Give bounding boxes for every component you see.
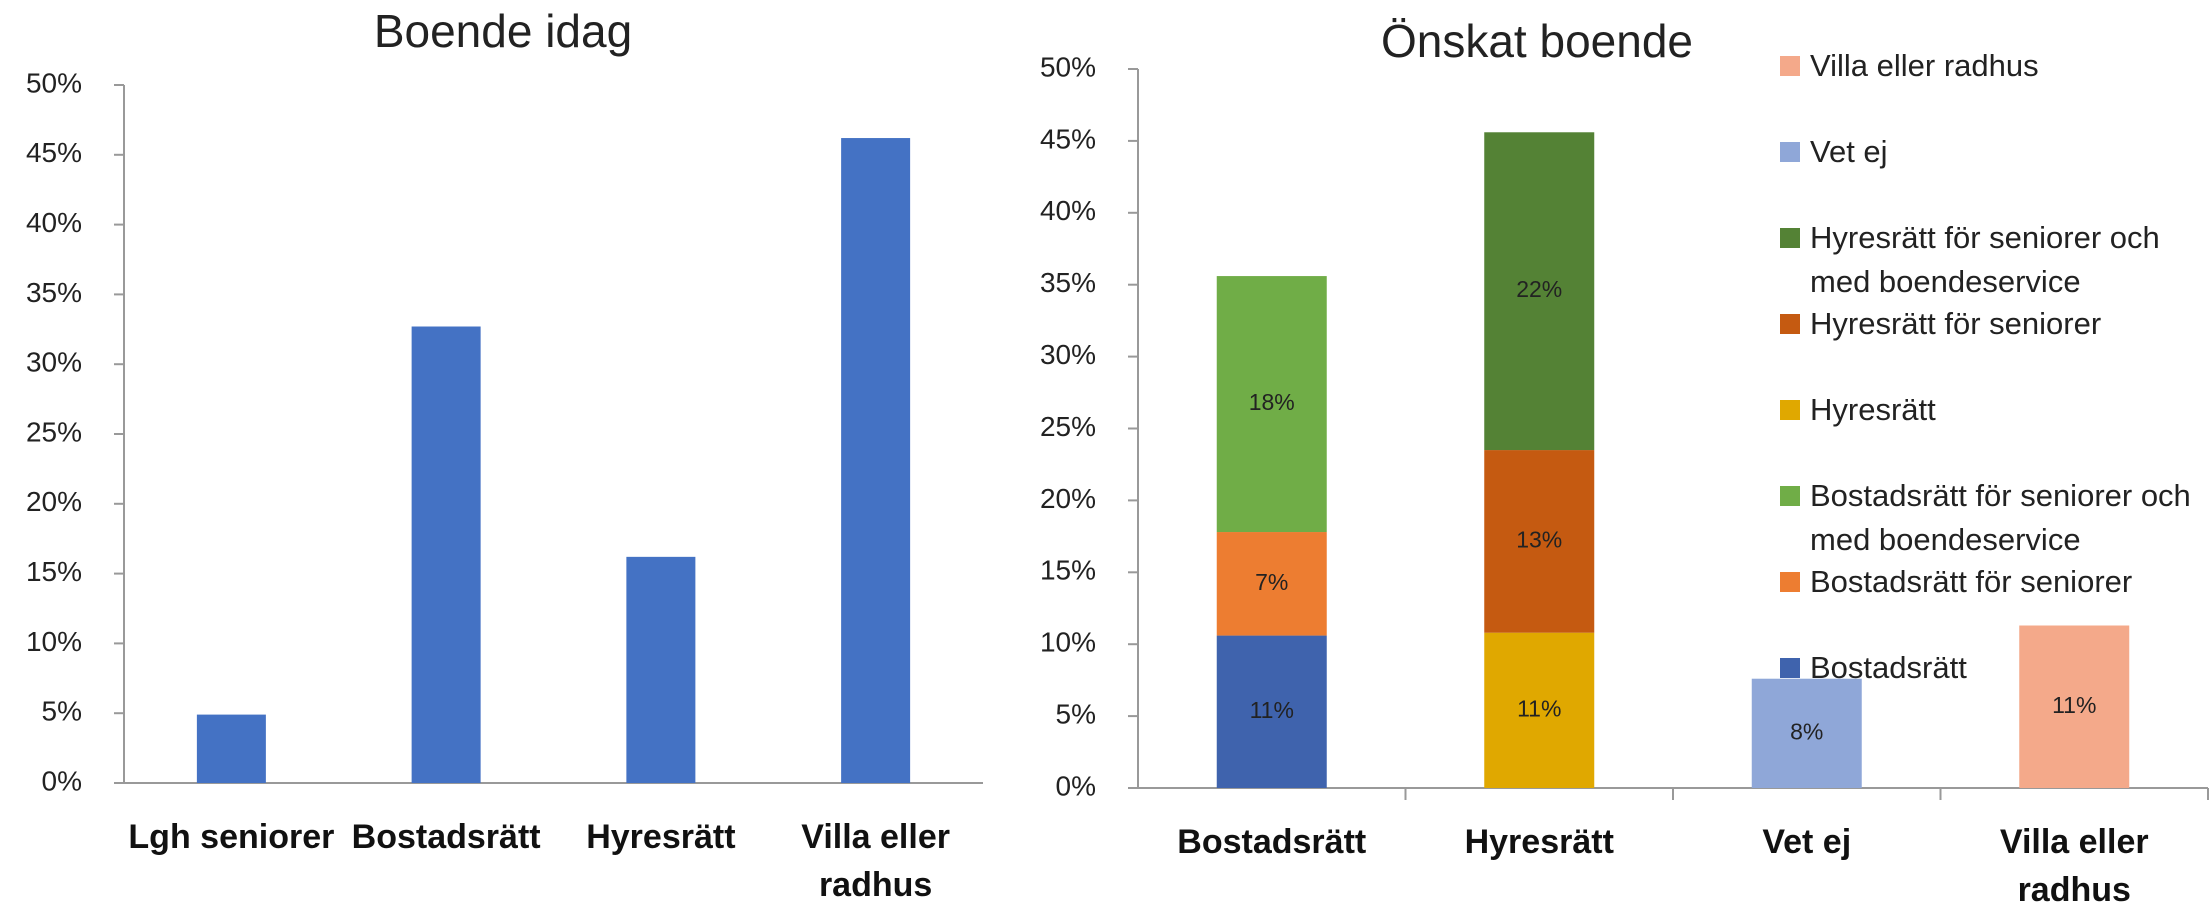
data-label: 8% (1790, 718, 1823, 744)
y-tick-label: 30% (26, 347, 82, 378)
data-label: 13% (1516, 526, 1562, 552)
x-tick-label: Bostadsrätt (1177, 823, 1367, 861)
y-tick-label: 0% (42, 765, 82, 796)
legend-swatch (1780, 658, 1800, 678)
data-label: 11% (1517, 695, 1561, 721)
legend-item: Bostadsrätt (1780, 646, 2210, 690)
legend-item: Villa eller radhus (1780, 44, 2210, 88)
bar (626, 556, 696, 783)
y-tick-label: 50% (1040, 51, 1096, 82)
legend-item: Hyresrätt för seniorer och med boendeser… (1780, 216, 2210, 304)
x-tick-label: Hyresrätt (586, 818, 736, 856)
bar-segment (1216, 276, 1327, 533)
legend-swatch (1780, 142, 1800, 162)
y-tick-label: 15% (1040, 555, 1096, 586)
legend-item: Bostadsrätt för seniorer (1780, 560, 2210, 604)
data-label: 11% (2052, 692, 2096, 718)
legend-swatch (1780, 228, 1800, 248)
y-tick-label: 45% (1040, 123, 1096, 154)
data-label: 11% (1250, 697, 1294, 723)
x-tick-label: Lgh seniorer (128, 818, 335, 856)
bar (841, 138, 911, 784)
bar-segment (1484, 450, 1595, 633)
legend-swatch (1780, 572, 1800, 592)
data-label: 18% (1249, 389, 1295, 415)
bar-segment (1216, 635, 1327, 788)
y-tick-label: 35% (26, 277, 82, 308)
bar-segment (1484, 632, 1595, 788)
y-tick-label: 40% (1040, 195, 1096, 226)
legend-label: Hyresrätt för seniorer och med boendeser… (1810, 220, 2160, 299)
bar (411, 326, 481, 783)
legend-label: Hyresrätt (1810, 392, 1936, 427)
y-tick-label: 15% (26, 556, 82, 587)
x-tick-label: Bostadsrätt (351, 818, 541, 856)
legend-item: Bostadsrätt för seniorer och med boendes… (1780, 474, 2210, 562)
chart-title: Boende idag (374, 5, 632, 57)
bar (196, 714, 266, 783)
x-tick-label: Vet ej (1762, 823, 1852, 861)
y-tick-label: 45% (26, 137, 82, 168)
legend-label: Bostadsrätt för seniorer (1810, 564, 2133, 599)
legend-item: Vet ej (1780, 130, 2210, 174)
bar-segment (1484, 132, 1595, 451)
legend-swatch (1780, 400, 1800, 420)
legend-swatch (1780, 56, 1800, 76)
chart-title: Önskat boende (1381, 15, 1693, 67)
legend-label: Hyresrätt för seniorer (1810, 306, 2102, 341)
legend-item: Hyresrätt (1780, 388, 2210, 432)
y-tick-label: 20% (26, 486, 82, 517)
x-tick-label: Hyresrätt (1464, 823, 1614, 861)
y-tick-label: 10% (1040, 627, 1096, 658)
legend-label: Vet ej (1810, 134, 1888, 169)
legend-label: Bostadsrätt (1810, 650, 1967, 685)
bar-segment (1216, 532, 1327, 636)
x-tick-label: Villa eller radhus (1999, 823, 2149, 908)
y-tick-label: 0% (1056, 770, 1096, 801)
legend-swatch (1780, 314, 1800, 334)
bar-segment (1751, 678, 1862, 788)
y-tick-label: 30% (1040, 339, 1096, 370)
legend-swatch (1780, 486, 1800, 506)
y-tick-label: 5% (1056, 698, 1096, 729)
y-tick-label: 25% (1040, 411, 1096, 442)
y-tick-label: 40% (26, 207, 82, 238)
x-tick-label: Villa eller radhus (801, 818, 950, 904)
y-tick-label: 20% (1040, 483, 1096, 514)
bar-segment (2019, 625, 2130, 788)
legend-label: Bostadsrätt för seniorer och med boendes… (1810, 478, 2191, 557)
y-tick-label: 25% (26, 416, 82, 447)
data-label: 22% (1516, 276, 1562, 302)
legend-label: Villa eller radhus (1810, 48, 2039, 83)
y-tick-label: 35% (1040, 267, 1096, 298)
y-tick-label: 5% (42, 696, 82, 727)
y-tick-label: 10% (26, 626, 82, 657)
legend-item: Hyresrätt för seniorer (1780, 302, 2210, 346)
y-tick-label: 50% (26, 67, 82, 98)
data-label: 7% (1255, 569, 1288, 595)
